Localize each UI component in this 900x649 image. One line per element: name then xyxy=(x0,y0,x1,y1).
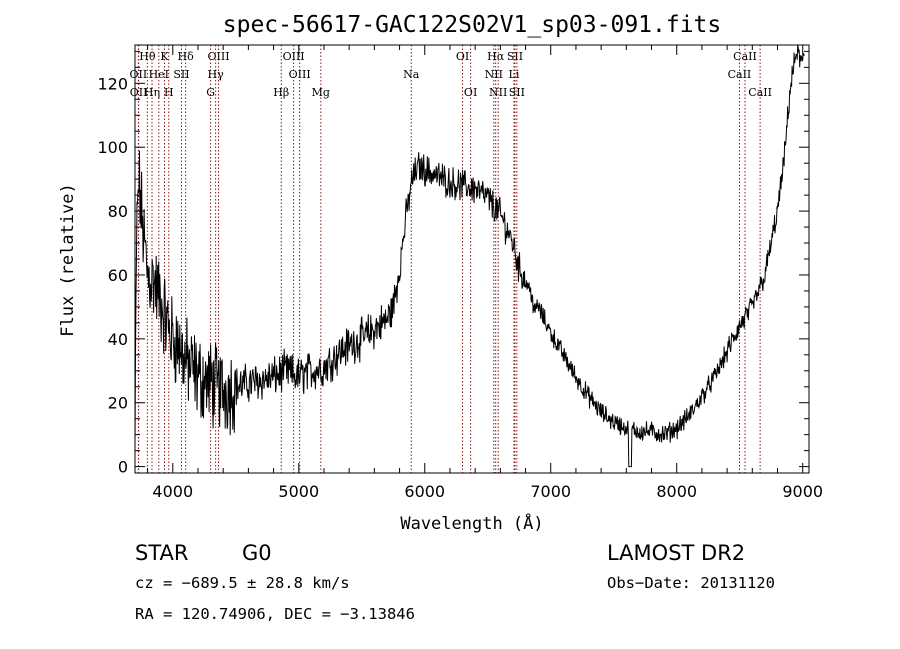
spectral-line-label: Na xyxy=(403,68,420,81)
spectral-line-label: OII xyxy=(130,86,148,99)
x-tick-label: 8000 xyxy=(656,482,697,501)
spectral-line-label: Hη xyxy=(144,86,160,99)
spectral-line-label: HeI xyxy=(149,68,169,81)
survey-name: LAMOST DR2 xyxy=(607,541,745,565)
redshift-velocity: cz = −689.5 ± 28.8 km/s xyxy=(135,574,350,592)
x-axis-label: Wavelength (Å) xyxy=(400,512,543,534)
spectral-line-label: Mg xyxy=(312,86,330,99)
spectral-line-label: CaII xyxy=(748,86,772,99)
x-tick-label: 5000 xyxy=(278,482,319,501)
spectral-line-label: SII xyxy=(509,86,525,99)
spectral-line-label: OIII xyxy=(207,50,229,63)
y-tick-label: 120 xyxy=(97,74,128,93)
spectral-line-label: H xyxy=(164,86,174,99)
spectral-line-label: OI xyxy=(456,50,469,63)
y-tick-label: 60 xyxy=(108,266,128,285)
x-tick-label: 7000 xyxy=(530,482,571,501)
x-tick-label: 4000 xyxy=(152,482,193,501)
spectral-line-label: Hδ xyxy=(178,50,195,63)
x-tick-label: 9000 xyxy=(782,482,823,501)
y-tick-label: 40 xyxy=(108,330,128,349)
y-tick-label: 80 xyxy=(108,202,128,221)
spectral-line-label: Hγ xyxy=(208,68,225,81)
observation-date: Obs−Date: 20131120 xyxy=(607,574,775,592)
spectral-line-label: Li xyxy=(509,68,520,81)
y-tick-label: 0 xyxy=(118,458,128,477)
spectral-line-label: SII xyxy=(173,68,189,81)
coordinates: RA = 120.74906, DEC = −3.13846 xyxy=(135,605,415,623)
spectrum-series xyxy=(134,44,805,468)
spectral-line-label: OIII xyxy=(289,68,311,81)
chart-title: spec-56617-GAC122S02V1_sp03-091.fits xyxy=(223,12,722,38)
spectral-line-label: NII xyxy=(485,68,503,81)
spectral-line-label: OI xyxy=(464,86,477,99)
spectral-line-label: NII xyxy=(489,86,507,99)
y-axis-label: Flux (relative) xyxy=(58,183,78,337)
spectral-line-label: K xyxy=(160,50,169,63)
spectrum-line xyxy=(134,44,805,468)
spectral-line-label: G xyxy=(206,86,215,99)
spectral-line-label: Hβ xyxy=(273,86,289,99)
spectral-line-label: SII xyxy=(507,50,523,63)
object-class: STAR xyxy=(135,541,188,565)
y-tick-label: 100 xyxy=(97,138,128,157)
plot-frame xyxy=(134,44,810,474)
spectral-line-label: Hθ xyxy=(139,50,156,63)
spectral-line-label: CaII xyxy=(728,68,752,81)
spectral-line-label: Hα xyxy=(487,50,505,63)
y-tick-label: 20 xyxy=(108,394,128,413)
axis-ticks: 4000 5000 6000 7000 8000 9000 0 20 40 60 80 100 120 xyxy=(97,45,823,501)
x-tick-label: 6000 xyxy=(404,482,445,501)
spectral-line-label: OIII xyxy=(283,50,305,63)
spectral-line-label: CaII xyxy=(733,50,757,63)
spectral-subclass: G0 xyxy=(242,541,272,565)
